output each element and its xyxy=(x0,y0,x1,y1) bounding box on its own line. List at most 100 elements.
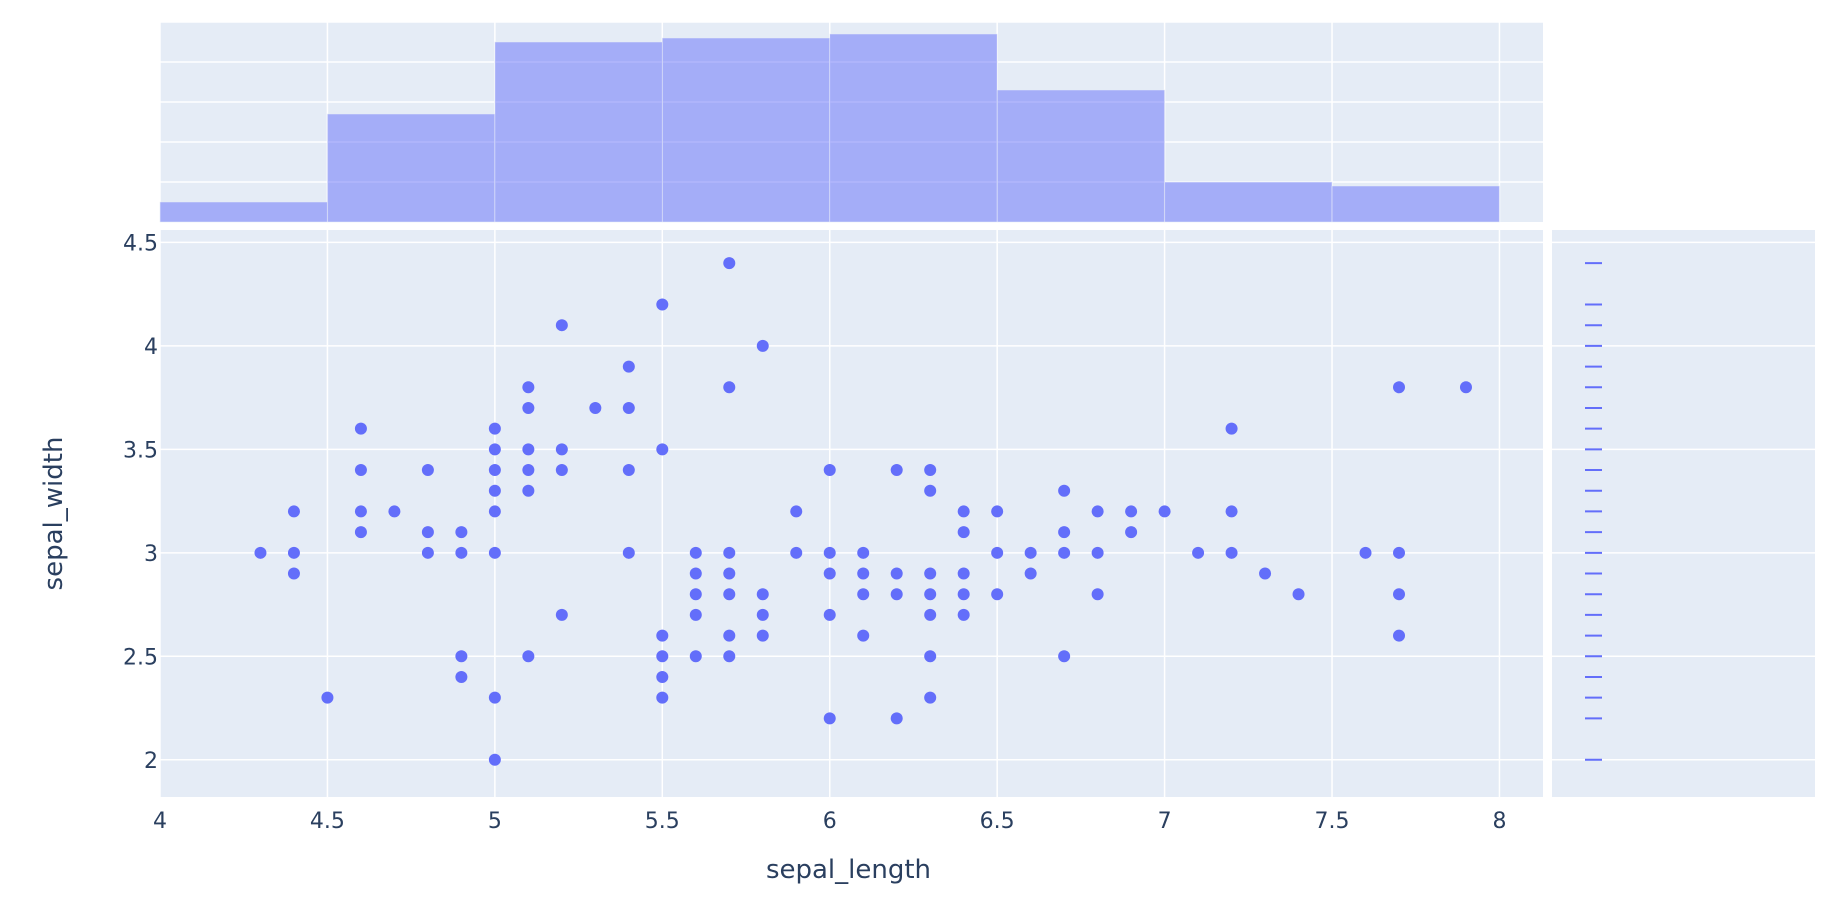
scatter-point xyxy=(723,629,736,642)
scatter-point xyxy=(756,588,769,601)
scatter-point xyxy=(756,608,769,621)
scatter-point xyxy=(488,546,501,559)
scatter-point xyxy=(287,546,300,559)
scatter-point xyxy=(689,608,702,621)
scatter-point xyxy=(957,505,970,518)
scatter-point xyxy=(421,526,434,539)
scatter-point xyxy=(455,546,468,559)
x-tick-label: 4 xyxy=(153,809,167,834)
y-axis-ticks: 2 2.5 3 3.5 4 4.5 xyxy=(123,231,158,773)
histogram-bar xyxy=(662,37,830,223)
scatter-point xyxy=(1393,546,1406,559)
x-tick-label: 7.5 xyxy=(1315,809,1350,834)
scatter-point xyxy=(555,608,568,621)
scatter-point xyxy=(656,443,669,456)
scatter-point xyxy=(1058,484,1071,497)
scatter-point xyxy=(421,546,434,559)
scatter-point xyxy=(1125,526,1138,539)
x-tick-label: 6 xyxy=(823,809,837,834)
scatter-point xyxy=(823,546,836,559)
scatter-point xyxy=(555,319,568,332)
marginal-histogram-bars xyxy=(159,33,1500,223)
y-tick-label: 4 xyxy=(144,335,158,360)
scatter-point xyxy=(1058,546,1071,559)
scatter-point xyxy=(890,464,903,477)
scatter-point xyxy=(790,505,803,518)
scatter-point xyxy=(991,505,1004,518)
scatter-point xyxy=(890,712,903,725)
scatter-point xyxy=(287,505,300,518)
scatter-points xyxy=(254,257,1472,766)
scatter-point xyxy=(589,401,602,414)
scatter-point xyxy=(1359,546,1372,559)
scatter-point xyxy=(522,484,535,497)
scatter-point xyxy=(823,608,836,621)
scatter-point xyxy=(656,629,669,642)
x-tick-label: 5 xyxy=(488,809,502,834)
scatter-point xyxy=(555,464,568,477)
x-tick-label: 5.5 xyxy=(645,809,680,834)
scatter-point xyxy=(488,484,501,497)
scatter-point xyxy=(1091,588,1104,601)
scatter-point xyxy=(823,712,836,725)
scatter-point xyxy=(857,629,870,642)
scatter-point xyxy=(756,339,769,352)
scatter-point xyxy=(254,546,267,559)
scatter-point xyxy=(354,505,367,518)
scatter-point xyxy=(991,588,1004,601)
scatter-point xyxy=(1225,422,1238,435)
scatter-point xyxy=(689,567,702,580)
y-tick-label: 4.5 xyxy=(123,231,158,256)
histogram-bar xyxy=(327,113,496,223)
scatter-point xyxy=(723,257,736,270)
scatter-point xyxy=(488,443,501,456)
scatter-point xyxy=(1225,546,1238,559)
scatter-point xyxy=(656,691,669,704)
scatter-point xyxy=(924,464,937,477)
scatter-point xyxy=(488,505,501,518)
histogram-bar xyxy=(1331,185,1500,223)
scatter-point xyxy=(354,422,367,435)
x-tick-label: 4.5 xyxy=(310,809,345,834)
scatter-point xyxy=(823,567,836,580)
y-tick-label: 2.5 xyxy=(123,645,158,670)
y-axis-title: sepal_width xyxy=(39,437,69,591)
scatter-point xyxy=(455,526,468,539)
histogram-bar xyxy=(1164,181,1333,223)
scatter-point xyxy=(924,650,937,663)
scatter-point xyxy=(924,608,937,621)
scatter-point xyxy=(1459,381,1472,394)
scatter-point xyxy=(321,691,334,704)
scatter-point xyxy=(622,464,635,477)
scatter-point xyxy=(1393,381,1406,394)
scatter-point xyxy=(622,360,635,373)
scatter-point xyxy=(1292,588,1305,601)
scatter-point xyxy=(957,588,970,601)
scatter-point xyxy=(723,546,736,559)
scatter-point xyxy=(756,629,769,642)
scatter-point xyxy=(388,505,401,518)
scatter-point xyxy=(656,670,669,683)
scatter-point xyxy=(1393,629,1406,642)
histogram-bar xyxy=(829,33,998,223)
scatter-point xyxy=(790,546,803,559)
scatter-point xyxy=(354,526,367,539)
main-plot-background xyxy=(160,230,1543,797)
scatter-point xyxy=(1091,505,1104,518)
scatter-point xyxy=(723,567,736,580)
scatter-point xyxy=(455,650,468,663)
scatter-point xyxy=(723,650,736,663)
scatter-point xyxy=(924,691,937,704)
scatter-point xyxy=(924,588,937,601)
scatter-point xyxy=(957,567,970,580)
scatter-point xyxy=(890,567,903,580)
scatter-point xyxy=(857,588,870,601)
scatter-point xyxy=(1158,505,1171,518)
x-tick-label: 8 xyxy=(1492,809,1506,834)
scatter-point xyxy=(1125,505,1138,518)
x-tick-label: 6.5 xyxy=(980,809,1015,834)
scatter-point xyxy=(522,401,535,414)
scatter-point xyxy=(555,443,568,456)
histogram-bar xyxy=(494,41,663,223)
scatter-point xyxy=(857,567,870,580)
